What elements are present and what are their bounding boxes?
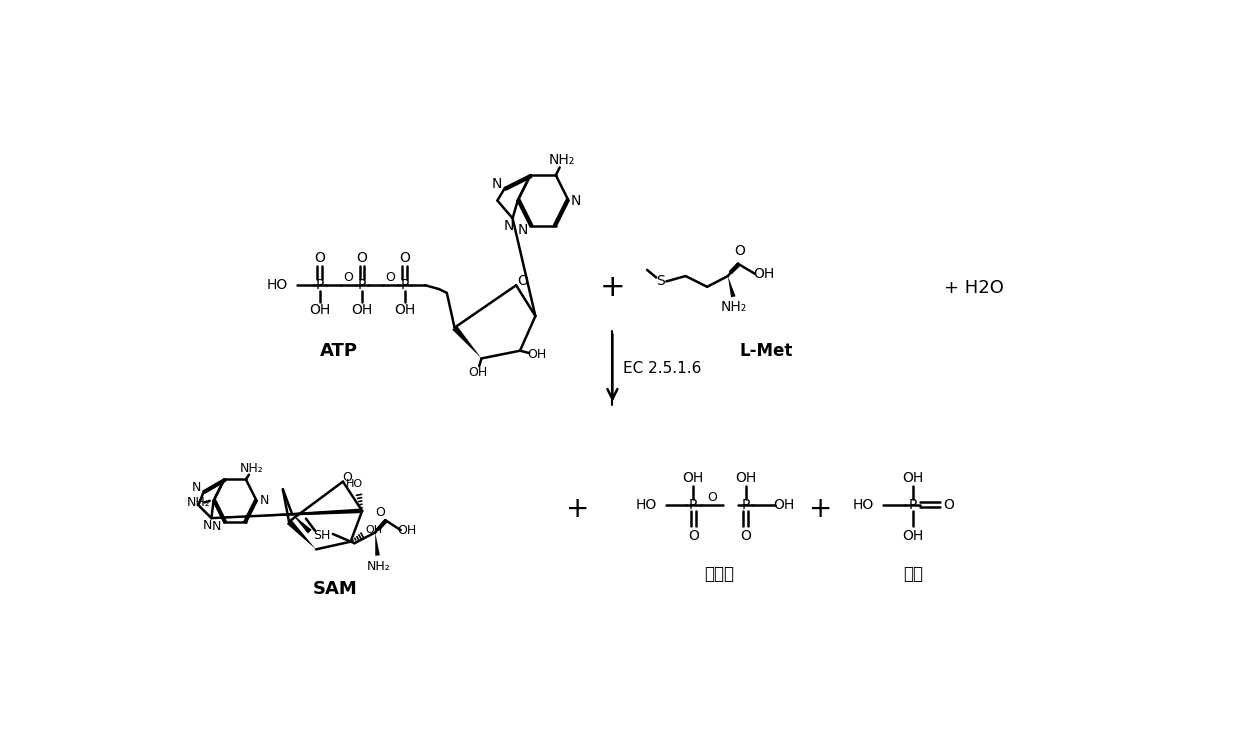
Text: P: P [316,279,324,292]
Text: N: N [517,223,528,237]
Text: P: P [909,498,916,512]
Text: OH: OH [309,303,330,317]
Text: OH: OH [365,525,382,535]
Text: O: O [707,491,717,504]
Text: P: P [742,498,750,512]
Text: N: N [191,481,201,494]
Text: O: O [342,471,352,485]
Text: O: O [944,498,955,512]
Text: O: O [376,506,386,519]
Text: OH: OH [683,471,704,485]
Polygon shape [286,519,316,549]
Text: NH₂: NH₂ [186,496,210,509]
Text: OH: OH [754,267,775,281]
Polygon shape [376,533,379,556]
Text: O: O [688,528,698,542]
Text: SAM: SAM [312,580,357,599]
Text: L-Met: L-Met [740,342,794,359]
Text: OH: OH [467,366,487,379]
Text: O: O [386,271,396,284]
Text: OH: OH [774,498,795,512]
Text: P: P [401,279,409,292]
Text: SH: SH [312,529,330,542]
Text: +: + [808,494,832,522]
Text: P: P [358,279,366,292]
Text: +: + [567,494,589,522]
Polygon shape [728,276,735,297]
Text: HO: HO [853,498,874,512]
Text: O: O [740,528,751,542]
Text: OH: OH [901,528,924,542]
Text: OH: OH [527,348,547,361]
Text: O: O [315,251,325,265]
Text: P: P [689,498,697,512]
Text: NH₂: NH₂ [720,300,746,314]
Text: O: O [399,251,410,265]
Text: 磷酸: 磷酸 [903,565,923,583]
Text: HO: HO [346,479,363,489]
Polygon shape [453,325,481,359]
Text: 二磷酸: 二磷酸 [704,565,734,583]
Text: N: N [572,193,582,207]
Text: NH₂: NH₂ [367,559,391,573]
Text: O: O [734,244,745,258]
Text: OH: OH [394,303,415,317]
Text: N: N [212,519,221,533]
Text: S: S [656,274,666,288]
Text: OH: OH [397,524,417,536]
Text: HO: HO [636,498,657,512]
Text: + H2O: + H2O [945,279,1004,296]
Text: ATP: ATP [320,342,358,359]
Text: +: + [600,273,625,302]
Text: O: O [343,271,353,284]
Text: NH₂: NH₂ [241,462,264,475]
Text: N: N [503,219,513,233]
Text: OH: OH [901,471,924,485]
Text: N: N [203,519,212,532]
Text: HO: HO [267,279,288,292]
Text: N: N [259,494,269,508]
Polygon shape [213,508,360,518]
Text: NH₂: NH₂ [549,153,575,167]
Text: EC 2.5.1.6: EC 2.5.1.6 [624,361,702,376]
Text: O: O [357,251,367,265]
Text: N: N [492,177,502,191]
Polygon shape [293,514,311,534]
Text: OH: OH [351,303,373,317]
Text: O: O [517,274,528,288]
Text: OH: OH [735,471,756,485]
